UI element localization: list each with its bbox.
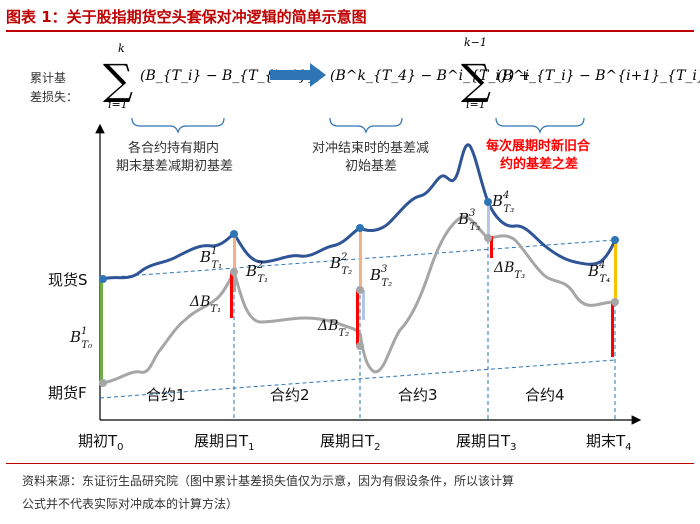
title-rule	[6, 30, 694, 32]
brace-1	[131, 117, 225, 134]
time-label-t2: 展期日T2	[320, 432, 381, 453]
basis-label-t3-4: B4 T₃	[491, 190, 514, 215]
contract-label-3: 合约3	[398, 386, 438, 404]
sum-symbol-1: ∑	[103, 55, 133, 104]
delta-label-t3: ΔBT₃	[493, 260, 525, 281]
time-label-t3: 展期日T3	[456, 432, 517, 453]
sum-lower-2: i=1	[466, 98, 486, 111]
sum-upper-2: k−1	[464, 36, 487, 49]
basis-bar-t0	[100, 282, 103, 382]
contract-label-4: 合约4	[525, 386, 565, 404]
note-3-line-2: 约的基差之差	[500, 156, 578, 172]
basis-bars-t2	[356, 228, 365, 346]
source-rule	[6, 463, 694, 464]
basis-label-t3-3: B3 T₃	[457, 208, 480, 233]
time-label-t4: 期末T4	[586, 432, 632, 453]
sum-body-2: (B^i_{T_i} − B^{i+1}_{T_i})	[497, 68, 700, 84]
basis-bars-t1	[230, 234, 236, 318]
spot-trend-line	[99, 239, 616, 279]
sum-upper-1: k	[118, 42, 125, 55]
brace-2	[329, 117, 403, 134]
delta-label-t2: ΔBT₂	[317, 318, 349, 339]
basis-bars-t3	[487, 202, 493, 258]
time-label-t0: 期初T0	[78, 432, 124, 453]
spot-price-line	[102, 143, 617, 281]
basis-label-t0: B1 T₀	[69, 326, 92, 351]
spot-axis-label: 现货S	[48, 271, 88, 289]
futures-price-line	[102, 215, 616, 385]
sum-lower-1: i=1	[108, 98, 128, 111]
sum-symbol-2: ∑	[461, 55, 491, 104]
source-note: 资料来源：东证衍生品研究院（图中累计基差损失值仅为示意，因为有假设条件，所以该计…	[22, 470, 682, 516]
formula-lhs-label-2: 差损失：	[30, 89, 78, 104]
contract-label-2: 合约2	[270, 386, 310, 404]
delta-label-t1: ΔBT₁	[189, 294, 221, 315]
page-title: 图表 1：关于股指期货空头套保对冲逻辑的简单示意图	[6, 8, 367, 26]
basis-label-t1-2: B2 T₁	[245, 260, 268, 285]
basis-label-t1-1: B1 T₁	[199, 246, 222, 271]
term-2: (B^k_{T_4} − B^i_{T_i}) +	[330, 68, 530, 84]
futures-axis-label: 期货F	[48, 384, 87, 402]
basis-label-t2-3: B3 T₂	[369, 264, 392, 289]
formula-lhs-label-1: 累计基	[30, 71, 66, 85]
implication-arrow	[270, 63, 326, 87]
spot-nodes	[99, 198, 619, 283]
futures-nodes	[99, 234, 619, 387]
note-1-line-1: 各合约持有期内	[128, 140, 219, 156]
note-2-line-1: 对冲结束时的基差减	[312, 140, 429, 156]
note-3-line-1: 每次展期时新旧合	[486, 138, 591, 154]
basis-bars-t4	[611, 242, 617, 357]
time-label-t1: 展期日T1	[194, 432, 255, 453]
note-2-line-2: 初始基差	[345, 159, 397, 174]
futures-trend-line	[99, 359, 616, 399]
source-line-2: 公式并不代表实际对冲成本的计算方法）	[22, 497, 239, 511]
contract-label-1: 合约1	[146, 386, 186, 404]
basis-label-t4: B4 T₄	[587, 260, 610, 285]
basis-label-t2-2: B2 T₂	[329, 252, 352, 277]
source-line-1: 资料来源：东证衍生品研究院（图中累计基差损失值仅为示意，因为有假设条件，所以该计…	[22, 474, 515, 488]
brace-3	[495, 117, 585, 134]
note-1-line-2: 期末基差减期初基差	[116, 159, 233, 174]
